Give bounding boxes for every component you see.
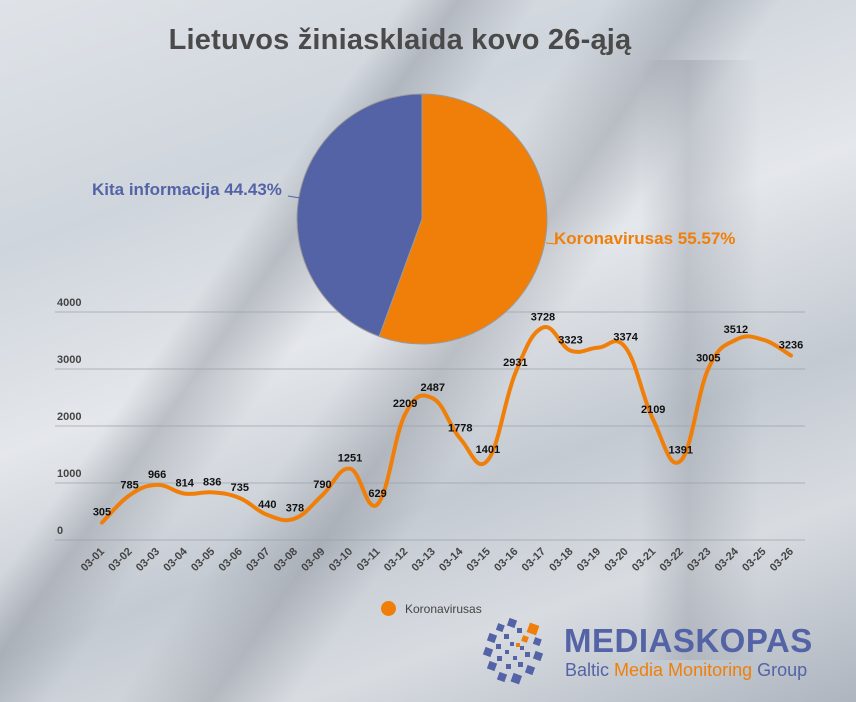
koronavirusas-line [100,325,793,525]
x-tick-label: 03-22 [657,546,685,574]
x-tick-label: 03-16 [492,546,520,574]
logo-squares-icon [482,617,544,685]
mediaskopas-logo: MEDIASKOPAS Baltic Media Monitoring Grou… [480,616,813,686]
x-tick-label: 03-21 [630,546,658,574]
x-tick-label: 03-06 [217,546,245,574]
logo-name: MEDIASKOPAS [564,622,813,659]
data-label: 1391 [669,445,693,457]
data-label: 814 [176,478,195,490]
leader-line-kita [287,195,301,199]
x-tick-label: 03-09 [299,546,327,574]
y-tick-label: 0 [57,525,63,537]
x-tick-label: 03-13 [409,546,437,574]
chart-legend: Koronavirusas [381,601,482,616]
x-tick-label: 03-20 [602,546,630,574]
x-tick-label: 03-03 [134,546,162,574]
x-tick-label: 03-23 [685,546,713,574]
x-tick-label: 03-18 [547,546,575,574]
data-label: 3236 [779,340,803,352]
data-label: 1251 [338,453,362,465]
x-tick-label: 03-26 [768,546,796,574]
data-label: 629 [368,488,386,500]
data-label: 1401 [476,444,500,456]
data-label: 2109 [641,404,665,416]
logo-tagline: Baltic Media Monitoring Group [565,660,807,681]
x-tick-label: 03-04 [161,545,190,574]
x-tick-label: 03-07 [244,546,272,574]
y-tick-label: 3000 [57,354,81,366]
data-label: 378 [286,502,304,514]
y-axis-ticks: 0 1000 2000 3000 4000 [57,297,81,537]
data-label: 440 [258,499,276,511]
data-label: 966 [148,469,166,481]
logo-tagline-part1: Baltic [565,660,615,680]
x-tick-label: 03-19 [575,546,603,574]
data-label: 735 [231,482,249,494]
pie-slice-kita-informacija [296,93,423,338]
x-tick-label: 03-14 [437,545,466,574]
legend-marker-icon [381,601,396,616]
data-label: 2487 [420,382,444,394]
background-shade [640,60,760,660]
x-tick-label: 03-08 [272,546,300,574]
y-tick-label: 4000 [57,297,81,309]
y-tick-label: 2000 [57,411,81,423]
logo-tagline-part2: Group [752,660,808,680]
pie-chart [287,93,557,345]
x-tick-label: 03-24 [713,545,742,574]
data-label: 836 [203,476,221,488]
x-tick-label: 03-11 [355,546,383,574]
x-tick-label: 03-12 [382,546,410,574]
data-label: 1778 [448,423,472,435]
pie-label-kita-informacija: Kita informacija 44.43% [92,180,282,199]
y-tick-label: 1000 [57,468,81,480]
legend-label: Koronavirusas [405,601,482,616]
pie-slice-koronavirusas [378,93,548,345]
data-label: 3512 [724,324,748,336]
data-label: 305 [93,507,111,519]
pie-label-koronavirusas: Koronavirusas 55.57% [554,229,736,248]
data-labels: 305 785 966 814 836 735 440 378 790 1251 629 220924… [93,312,803,519]
data-label: 3323 [558,335,582,347]
x-tick-label: 03-01 [79,546,107,574]
data-label: 3374 [613,332,638,344]
x-tick-label: 03-15 [465,546,493,574]
data-label: 3728 [531,312,555,324]
data-label: 3005 [696,353,720,365]
data-label: 2209 [393,398,417,410]
page-title: Lietuvos žiniasklaida kovo 26-ąją [168,24,632,56]
x-tick-label: 03-02 [106,546,134,574]
x-tick-label: 03-25 [740,546,768,574]
data-label: 785 [120,479,138,491]
logo-tagline-accent: Media Monitoring [614,660,753,680]
x-tick-label: 03-10 [327,546,355,574]
data-label: 790 [313,479,331,491]
x-axis-ticks: 03-01 03-02 03-03 03-04 03-05 03-06 03-07 03-08… [79,545,796,574]
x-tick-label: 03-17 [520,546,548,574]
x-tick-label: 03-05 [189,546,217,574]
data-label: 2931 [503,357,527,369]
leader-line-koronavirusas [545,242,557,245]
